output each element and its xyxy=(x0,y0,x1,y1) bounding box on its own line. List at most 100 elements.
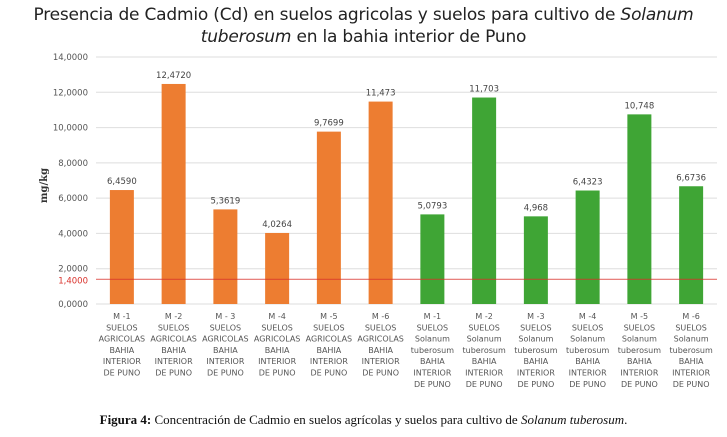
data-label: 6,6736 xyxy=(676,173,706,183)
chart-title-species: Solanum tuberosum xyxy=(200,5,694,47)
x-tick-label: M -1 SUELOS Solanum tuberosum BAHIA INTERIOR D… xyxy=(411,312,454,389)
x-tick-label: M -2 SUELOS AGRICOLAS BAHIA INTERIOR DE PUNO xyxy=(150,312,197,378)
x-tick-label-line: INTERIOR xyxy=(258,357,297,366)
x-tick-label: M -5 SUELOS Solanum tuberosum BAHIA INTERIOR D… xyxy=(618,312,661,389)
bar xyxy=(679,186,704,304)
caption-species: Solanum tuberosum xyxy=(520,412,625,427)
x-tick-label-line: SUELOS xyxy=(313,323,345,332)
data-label: 9,7699 xyxy=(314,119,344,129)
x-tick-label-line: SUELOS xyxy=(520,323,552,332)
data-label: 5,3619 xyxy=(211,196,241,206)
x-tick-label-line: tuberosum xyxy=(463,346,506,355)
x-tick-label-line: INTERIOR xyxy=(155,357,194,366)
y-axis-ticks: 0,0000 2,0000 4,0000 6,0000 8,0000 10,0000 12,… xyxy=(53,53,88,310)
x-tick-label-line: SUELOS xyxy=(417,323,449,332)
y-axis-label: mg/kg xyxy=(39,168,50,203)
x-tick-label-line: INTERIOR xyxy=(103,357,142,366)
bars xyxy=(109,83,704,305)
x-tick-label-line: tuberosum xyxy=(670,346,713,355)
x-tick-label-line: SUELOS xyxy=(106,323,138,332)
x-tick-label-line: M -5 xyxy=(631,312,648,321)
x-tick-label-line: M -3 xyxy=(527,312,544,321)
x-tick-label: M -4 SUELOS AGRICOLAS BAHIA INTERIOR DE PUNO xyxy=(254,312,301,378)
bar xyxy=(368,101,393,304)
x-tick-label-line: INTERIOR xyxy=(569,369,608,378)
x-tick-label-line: AGRICOLAS xyxy=(150,335,197,344)
x-tick-label-line: INTERIOR xyxy=(413,369,452,378)
y-tick-label: 2,0000 xyxy=(58,265,88,275)
data-label: 11,703 xyxy=(469,85,499,95)
reference-line-label: 1,4000 xyxy=(58,276,88,286)
bar xyxy=(213,209,238,304)
data-labels: 6,4590 12,4720 5,3619 4,0264 9,7699 11,473 5,0… xyxy=(107,71,706,230)
y-tick-label: 6,0000 xyxy=(58,194,88,204)
x-tick-label-line: DE PUNO xyxy=(155,369,192,378)
data-label: 11,473 xyxy=(366,89,396,99)
x-tick-label-line: SUELOS xyxy=(675,323,707,332)
bar xyxy=(627,114,652,304)
x-tick-label-line: BAHIA xyxy=(161,346,186,355)
caption-end: . xyxy=(624,412,628,427)
x-tick-label-line: AGRICOLAS xyxy=(357,335,404,344)
x-tick-label: M -6 SUELOS Solanum tuberosum BAHIA INTERIOR D… xyxy=(670,312,713,389)
y-tick-label: 10,0000 xyxy=(53,124,88,134)
data-label: 12,4720 xyxy=(156,71,191,81)
x-tick-label-line: DE PUNO xyxy=(362,369,399,378)
chart-title: Presencia de Cadmio (Cd) en suelos agric… xyxy=(0,4,727,48)
x-tick-label-line: M -1 xyxy=(113,312,130,321)
bar xyxy=(523,216,548,304)
x-tick-label-line: Solanum xyxy=(570,335,605,344)
x-tick-label-line: SUELOS xyxy=(468,323,500,332)
x-tick-label-line: AGRICOLAS xyxy=(202,335,249,344)
bar xyxy=(265,232,290,304)
x-tick-label-line: AGRICOLAS xyxy=(254,335,301,344)
x-tick-label-line: tuberosum xyxy=(618,346,661,355)
x-tick-label-line: INTERIOR xyxy=(206,357,245,366)
x-tick-label-line: INTERIOR xyxy=(310,357,349,366)
x-tick-label-line: Solanum xyxy=(518,335,553,344)
x-tick-label-line: DE PUNO xyxy=(259,369,296,378)
x-tick-label-line: AGRICOLAS xyxy=(306,335,353,344)
x-tick-label-line: INTERIOR xyxy=(465,369,504,378)
x-tick-label: M -1 SUELOS AGRICOLAS BAHIA INTERIOR DE PUNO xyxy=(99,312,146,378)
x-tick-label-line: DE PUNO xyxy=(207,369,244,378)
data-label: 5,0793 xyxy=(418,201,448,211)
x-tick-label: M -4 SUELOS Solanum tuberosum BAHIA INTERIOR D… xyxy=(566,312,609,389)
bar xyxy=(316,131,341,304)
data-label: 6,4323 xyxy=(573,178,603,188)
x-tick-label-line: BAHIA xyxy=(265,346,290,355)
y-tick-label: 12,0000 xyxy=(53,88,88,98)
gridlines xyxy=(96,56,717,305)
x-tick-label-line: INTERIOR xyxy=(517,369,556,378)
data-label: 4,968 xyxy=(524,203,548,213)
x-tick-label: M -5 SUELOS AGRICOLAS BAHIA INTERIOR DE PUNO xyxy=(306,312,353,378)
x-tick-label-line: BAHIA xyxy=(523,357,548,366)
x-tick-label-line: BAHIA xyxy=(368,346,393,355)
bar xyxy=(109,190,134,304)
x-tick-label-line: BAHIA xyxy=(472,357,497,366)
y-tick-label: 8,0000 xyxy=(58,159,88,169)
bar-chart: 0,0000 2,0000 4,0000 6,0000 8,0000 10,0000 12,… xyxy=(39,53,717,389)
x-tick-label-line: INTERIOR xyxy=(620,369,659,378)
x-tick-label-line: INTERIOR xyxy=(672,369,711,378)
x-tick-label-line: DE PUNO xyxy=(621,380,658,389)
x-tick-label: M -6 SUELOS AGRICOLAS BAHIA INTERIOR DE PUNO xyxy=(357,312,404,378)
caption-label: Figura 4: xyxy=(99,412,152,427)
x-tick-label-line: DE PUNO xyxy=(673,380,710,389)
data-label: 10,748 xyxy=(625,101,655,111)
x-tick-label-line: Solanum xyxy=(415,335,450,344)
y-tick-label: 0,0000 xyxy=(58,300,88,310)
bar xyxy=(472,97,497,305)
x-tick-label-line: BAHIA xyxy=(213,346,238,355)
x-tick-label-line: BAHIA xyxy=(627,357,652,366)
chart-title-part-3: en la bahia interior de Puno xyxy=(291,27,527,47)
x-tick-label-line: BAHIA xyxy=(575,357,600,366)
x-tick-label-line: tuberosum xyxy=(566,346,609,355)
caption-text: Concentración de Cadmio en suelos agríco… xyxy=(151,412,521,427)
bar xyxy=(575,190,600,304)
x-tick-label-line: DE PUNO xyxy=(466,380,503,389)
x-tick-label-line: SUELOS xyxy=(624,323,656,332)
x-tick-label: M - 3 SUELOS AGRICOLAS BAHIA INTERIOR DE PUNO xyxy=(202,312,249,378)
bar xyxy=(420,214,445,304)
x-tick-label-line: M -2 xyxy=(475,312,492,321)
